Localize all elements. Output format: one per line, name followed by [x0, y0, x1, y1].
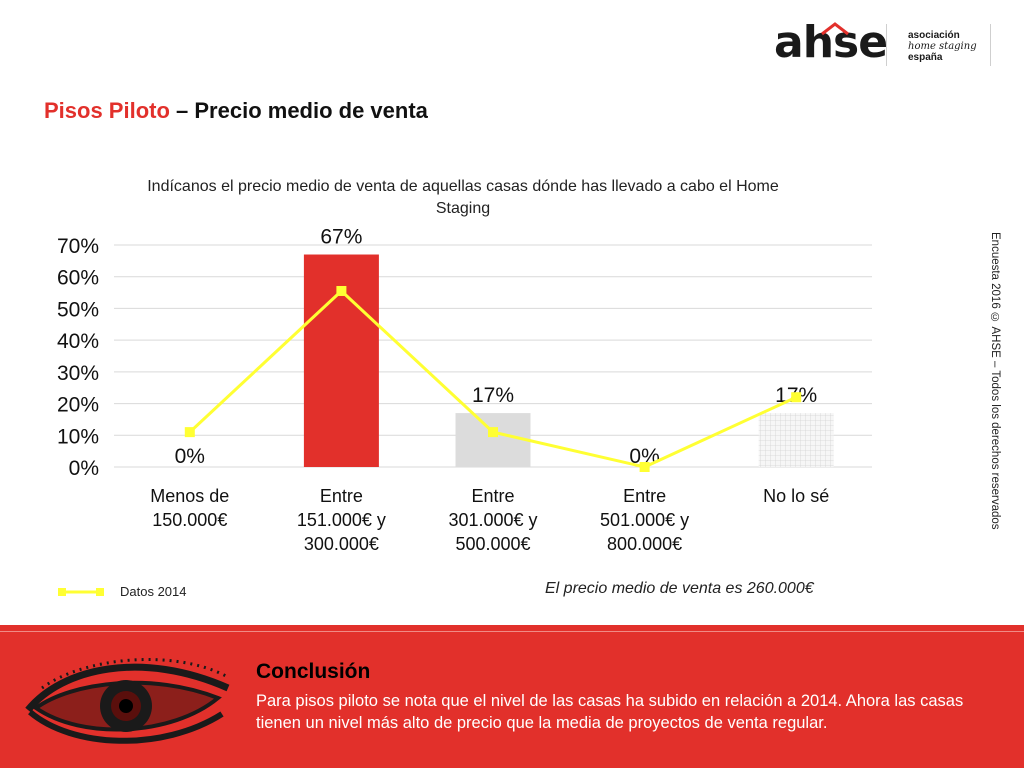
logo-association: asociación home staging españa — [908, 30, 977, 63]
y-tick-label: 0% — [69, 457, 99, 480]
x-tick-label: Entre 501.000€ y 800.000€ — [600, 486, 689, 554]
y-tick-label: 50% — [57, 298, 99, 321]
bar — [455, 413, 531, 467]
series-point — [336, 285, 347, 296]
series-point — [488, 427, 498, 438]
series-point — [791, 392, 802, 403]
series-point — [639, 462, 650, 472]
conclusion-text: Para pisos piloto se nota que el nivel d… — [256, 692, 964, 732]
roof-icon — [821, 22, 849, 36]
x-axis: Menos de 150.000€ Entre 151.000€ y 300.000€ E… — [150, 486, 829, 554]
logo-divider-right — [990, 24, 991, 66]
y-tick-label: 10% — [57, 425, 99, 448]
legend-label: Datos 2014 — [120, 584, 187, 599]
ahse-logo: ahse asociación home staging españa — [760, 18, 992, 68]
series-point — [184, 427, 195, 438]
logo-divider — [886, 24, 887, 66]
x-tick-label: Entre 301.000€ y 500.000€ — [448, 486, 537, 554]
page-title: Pisos Piloto – Precio medio de venta — [44, 98, 428, 123]
y-axis: 0% 10% 20% 30% 40% 50% 60% 70% — [57, 235, 99, 480]
data-label: 17% — [472, 384, 514, 407]
y-tick-label: 70% — [57, 235, 99, 258]
y-tick-label: 40% — [57, 330, 99, 353]
x-tick-label: Entre 151.000€ y 300.000€ — [297, 486, 386, 554]
data-label: 67% — [320, 226, 362, 249]
x-tick-label: Menos de 150.000€ — [150, 486, 229, 530]
legend-line-marker — [58, 588, 104, 596]
eye-icon — [25, 657, 230, 744]
x-tick-label: No lo sé — [763, 486, 829, 506]
legend: Datos 2014 — [58, 582, 187, 602]
bar — [758, 413, 834, 467]
chart-title: Indícanos el precio medio de venta de aq… — [147, 178, 779, 217]
copyright-note: Encuesta 2016 © AHSE – Todos los derecho… — [989, 232, 1001, 530]
line-series-2014 — [184, 285, 802, 472]
average-price-note: El precio medio de venta es 260.000€ — [545, 580, 814, 597]
y-tick-label: 20% — [57, 394, 99, 417]
y-tick-label: 60% — [57, 267, 99, 290]
data-label: 0% — [175, 445, 205, 468]
y-tick-label: 30% — [57, 362, 99, 385]
conclusion-title: Conclusión — [256, 660, 371, 683]
